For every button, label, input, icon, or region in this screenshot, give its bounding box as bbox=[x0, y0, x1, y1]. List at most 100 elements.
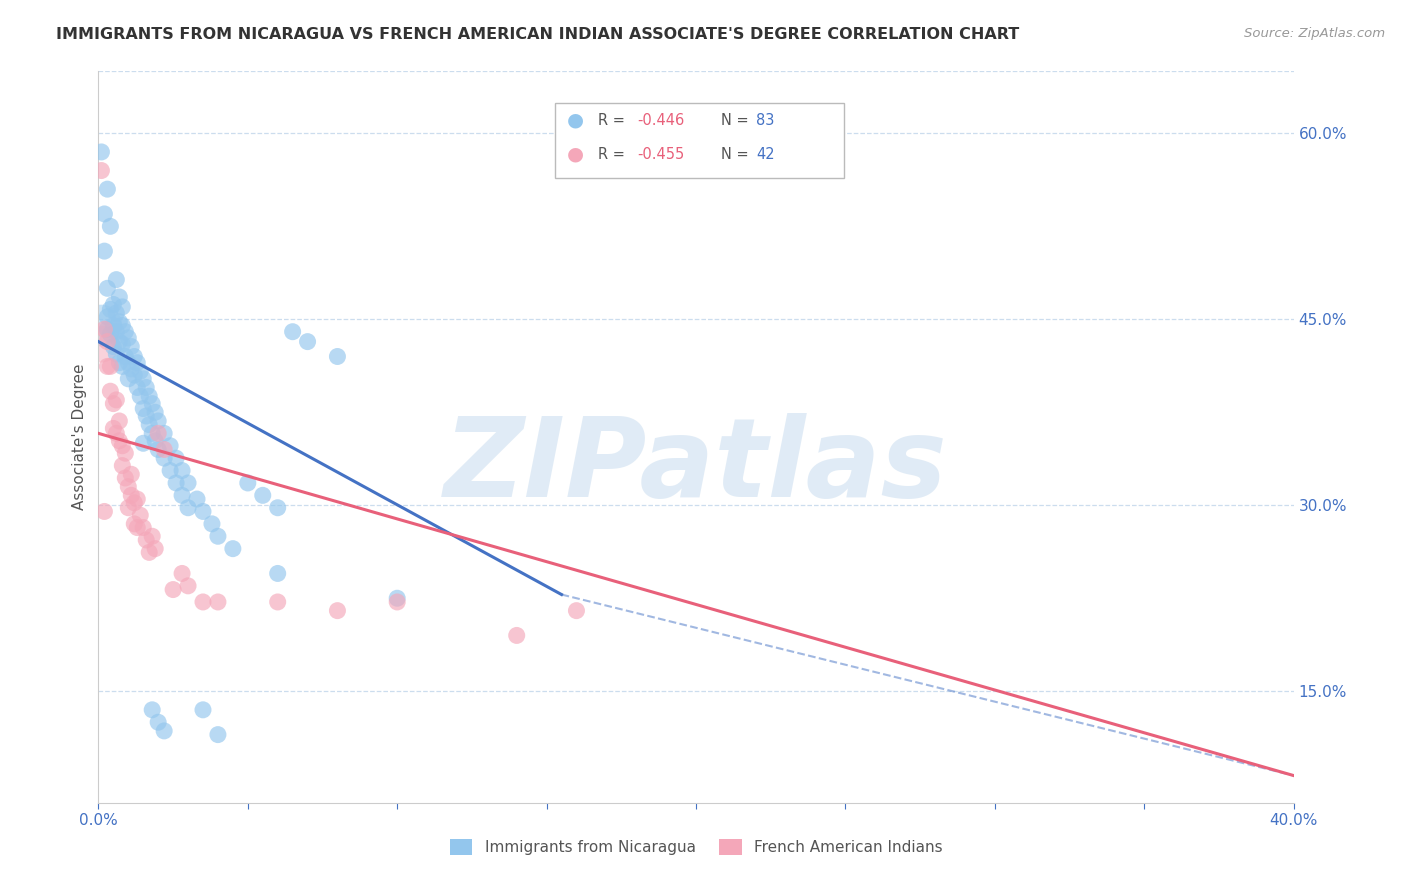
Point bbox=[108, 356, 131, 370]
Point bbox=[120, 362, 142, 376]
Point bbox=[132, 401, 155, 416]
Point bbox=[96, 310, 118, 324]
Point bbox=[98, 359, 122, 374]
Point bbox=[297, 334, 319, 349]
Point bbox=[135, 409, 157, 423]
Text: -0.446: -0.446 bbox=[637, 113, 685, 128]
Legend: Immigrants from Nicaragua, French American Indians: Immigrants from Nicaragua, French Americ… bbox=[443, 833, 949, 861]
Point bbox=[93, 504, 115, 518]
Text: 42: 42 bbox=[756, 147, 775, 161]
Point bbox=[143, 541, 166, 556]
Point bbox=[114, 446, 136, 460]
Point bbox=[108, 434, 131, 448]
Point bbox=[267, 500, 290, 515]
Point bbox=[103, 318, 125, 333]
Point bbox=[129, 364, 152, 378]
Text: R =: R = bbox=[598, 147, 628, 161]
Point bbox=[98, 327, 122, 342]
Point bbox=[252, 488, 274, 502]
Point bbox=[90, 145, 112, 159]
Point bbox=[281, 325, 304, 339]
Text: N =: N = bbox=[721, 113, 754, 128]
Point bbox=[191, 595, 214, 609]
Point bbox=[191, 504, 214, 518]
Point bbox=[103, 421, 125, 435]
Point bbox=[326, 604, 349, 618]
Text: IMMIGRANTS FROM NICARAGUA VS FRENCH AMERICAN INDIAN ASSOCIATE'S DEGREE CORRELATI: IMMIGRANTS FROM NICARAGUA VS FRENCH AMER… bbox=[56, 27, 1019, 42]
Point bbox=[186, 491, 208, 506]
Point bbox=[108, 334, 131, 349]
Point bbox=[114, 471, 136, 485]
Point bbox=[148, 426, 170, 441]
Point bbox=[108, 315, 131, 329]
Point bbox=[159, 464, 181, 478]
Point bbox=[111, 318, 134, 333]
Point bbox=[117, 480, 139, 494]
Point bbox=[153, 451, 176, 466]
Point bbox=[143, 405, 166, 419]
Point bbox=[141, 703, 163, 717]
Point bbox=[172, 488, 194, 502]
Point bbox=[148, 715, 170, 730]
Point bbox=[105, 426, 128, 441]
Y-axis label: Associate's Degree: Associate's Degree bbox=[72, 364, 87, 510]
Point bbox=[90, 163, 112, 178]
Point bbox=[117, 356, 139, 370]
Point bbox=[138, 389, 160, 403]
Point bbox=[98, 384, 122, 399]
Point bbox=[236, 475, 259, 490]
Point bbox=[124, 516, 146, 531]
Point bbox=[506, 628, 529, 642]
Point bbox=[127, 380, 149, 394]
Point bbox=[135, 380, 157, 394]
Point bbox=[105, 347, 128, 361]
Point bbox=[96, 322, 118, 336]
Point bbox=[103, 396, 125, 410]
Point bbox=[117, 500, 139, 515]
Point bbox=[165, 475, 187, 490]
Text: N =: N = bbox=[721, 147, 754, 161]
Point bbox=[385, 595, 409, 609]
Point bbox=[114, 325, 136, 339]
Point bbox=[172, 464, 194, 478]
Point bbox=[124, 496, 146, 510]
Point bbox=[96, 182, 118, 196]
Point bbox=[129, 508, 152, 523]
Text: 83: 83 bbox=[756, 113, 775, 128]
Point bbox=[138, 417, 160, 432]
Point bbox=[141, 529, 163, 543]
Point bbox=[108, 290, 131, 304]
Text: ●: ● bbox=[567, 145, 583, 164]
Point bbox=[127, 520, 149, 534]
Text: ZIPatlas: ZIPatlas bbox=[444, 413, 948, 520]
Point bbox=[96, 359, 118, 374]
Point bbox=[105, 306, 128, 320]
Point bbox=[162, 582, 184, 597]
Point bbox=[132, 372, 155, 386]
Point bbox=[93, 322, 115, 336]
Point bbox=[132, 436, 155, 450]
Point bbox=[108, 414, 131, 428]
Point bbox=[105, 325, 128, 339]
Point bbox=[141, 396, 163, 410]
Point bbox=[148, 442, 170, 457]
Point bbox=[153, 426, 176, 441]
Point bbox=[120, 340, 142, 354]
Point bbox=[124, 350, 146, 364]
Point bbox=[132, 520, 155, 534]
Point bbox=[114, 350, 136, 364]
Point bbox=[111, 439, 134, 453]
Point bbox=[120, 488, 142, 502]
Point bbox=[120, 467, 142, 482]
Point bbox=[141, 426, 163, 441]
Point bbox=[153, 442, 176, 457]
Point bbox=[111, 458, 134, 473]
Point bbox=[138, 545, 160, 559]
Point bbox=[90, 318, 112, 333]
Point bbox=[177, 500, 200, 515]
Point bbox=[177, 579, 200, 593]
Text: R =: R = bbox=[598, 113, 628, 128]
Point bbox=[143, 434, 166, 448]
Text: -0.455: -0.455 bbox=[637, 147, 685, 161]
Point bbox=[201, 516, 224, 531]
